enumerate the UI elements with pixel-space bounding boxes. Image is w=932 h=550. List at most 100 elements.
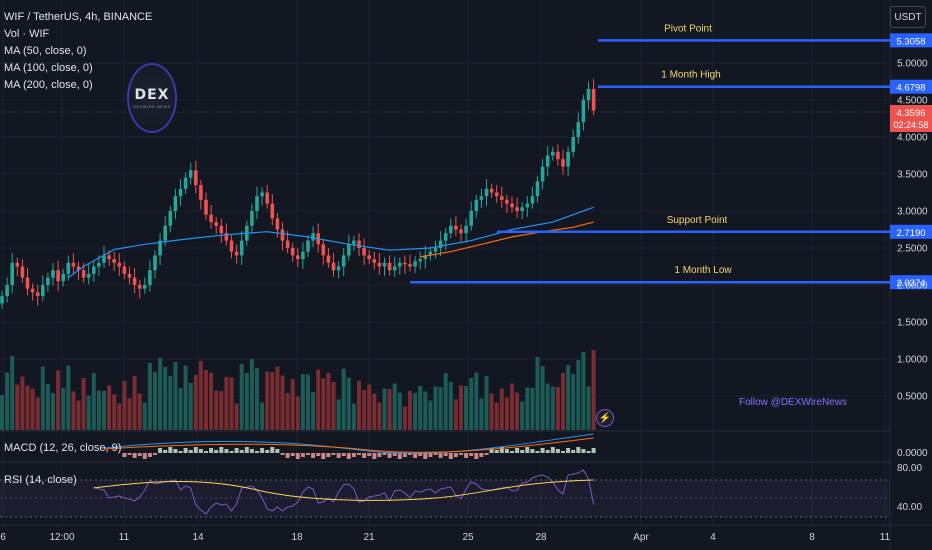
macd-histogram-bar — [438, 453, 443, 458]
macd-line — [103, 433, 594, 454]
volume-bar — [153, 372, 157, 430]
volume-bar — [402, 406, 407, 430]
candle-body — [464, 225, 468, 234]
candle-body — [280, 229, 285, 241]
volume-bar — [275, 366, 280, 430]
macd-histogram-bar — [484, 453, 489, 455]
macd-histogram-bar — [311, 453, 316, 458]
macd-histogram-bar — [336, 453, 341, 458]
macd-histogram-bar — [540, 448, 545, 453]
time-tick-label: 12:00 — [49, 532, 74, 543]
candle-body — [510, 203, 514, 208]
macd-histogram-bar — [198, 449, 203, 453]
candle-body — [51, 270, 55, 278]
price-tick-label: 0.5000 — [897, 392, 928, 403]
volume-bar — [510, 383, 514, 430]
macd-histogram-bar — [265, 450, 270, 453]
level-label: 1 Month Low — [674, 265, 732, 276]
volume-bar — [30, 388, 35, 430]
volume-bar — [244, 373, 249, 430]
price-tick-label: 3.5000 — [897, 170, 928, 181]
legend-ma200[interactable]: MA (200, close, 0) — [4, 79, 93, 91]
candle-body — [525, 203, 530, 208]
volume-bar — [362, 390, 367, 430]
candle-body — [275, 218, 280, 230]
legend-ma100[interactable]: MA (100, close, 0) — [4, 62, 93, 74]
volume-bar — [520, 401, 525, 430]
macd-histogram-bar — [387, 453, 392, 458]
price-tick-label: 2.5000 — [897, 244, 928, 255]
time-tick-label: Apr — [633, 532, 649, 543]
macd-histogram-bar — [346, 453, 351, 459]
volume-bar — [515, 392, 520, 430]
macd-histogram-bar — [357, 453, 361, 455]
volume-bar — [127, 398, 132, 430]
rsi-label[interactable]: RSI (14, close) — [4, 474, 77, 486]
chart-legend: WIF / TetherUS, 4h, BINANCE Vol · WIF MA… — [4, 9, 152, 94]
volume-bar — [311, 392, 316, 430]
volume-bar — [357, 381, 361, 430]
candle-body — [168, 211, 173, 226]
volume-bar — [550, 386, 555, 430]
volume-bar — [408, 390, 412, 430]
candle-body — [377, 262, 382, 267]
macd-histogram-bar — [188, 450, 193, 453]
macd-histogram-bar — [316, 453, 321, 456]
candle-body — [97, 262, 101, 267]
volume-bar — [448, 382, 453, 430]
macd-histogram-bar — [280, 453, 285, 455]
macd-histogram-bar — [224, 449, 229, 453]
volume-bar — [102, 391, 106, 430]
candle-body — [219, 225, 224, 234]
level-label: 1 Month High — [661, 70, 720, 81]
volume-bar — [122, 381, 127, 430]
candle-body — [92, 266, 96, 274]
macd-signal-line — [103, 437, 594, 453]
macd-histogram-bar — [453, 453, 458, 457]
candle-body — [76, 266, 81, 271]
candle-body — [137, 285, 142, 289]
candle-body — [352, 240, 356, 245]
macd-histogram-bar — [397, 453, 402, 459]
candle-body — [494, 192, 499, 197]
volume-bar — [40, 366, 45, 430]
level-price-tag — [890, 224, 932, 239]
macd-label[interactable]: MACD (12, 26, close, 9) — [4, 442, 122, 454]
candle-body — [56, 270, 60, 282]
candle-body — [556, 151, 560, 160]
ma-blue-line — [67, 206, 594, 279]
volume-bar — [306, 374, 310, 430]
volume-bar — [71, 391, 76, 430]
macd-histogram-bar — [260, 448, 265, 453]
currency-button[interactable]: USDT — [890, 6, 926, 28]
volume-bar — [107, 385, 112, 430]
macd-histogram-bar — [300, 453, 305, 457]
macd-histogram-bar — [362, 453, 367, 458]
macd-histogram-bar — [137, 453, 142, 456]
macd-histogram-bar — [244, 447, 249, 453]
volume-bar — [479, 398, 484, 430]
volume-bar — [112, 394, 117, 430]
candle-body — [183, 177, 188, 189]
legend-ma50[interactable]: MA (50, close, 0) — [4, 45, 87, 57]
macd-histogram-bar — [290, 453, 295, 456]
volume-bar — [576, 360, 581, 430]
candle-body — [10, 262, 14, 285]
macd-histogram-bar — [168, 447, 173, 453]
legend-volume[interactable]: Vol · WIF — [4, 28, 50, 40]
volume-bar — [204, 370, 208, 430]
volume-bar — [336, 399, 341, 430]
lightning-icon[interactable]: ⚡ — [596, 409, 614, 427]
volume-bar — [418, 385, 423, 430]
level-price-text: 4.6798 — [896, 83, 925, 94]
volume-bar — [494, 402, 499, 430]
volume-bar — [280, 375, 285, 430]
legend-symbol[interactable]: WIF / TetherUS, 4h, BINANCE — [4, 11, 153, 23]
volume-bar — [86, 395, 91, 430]
volume-bar — [474, 372, 479, 430]
volume-bar — [295, 396, 300, 430]
volume-bar — [413, 393, 418, 430]
candle-body — [515, 207, 519, 211]
